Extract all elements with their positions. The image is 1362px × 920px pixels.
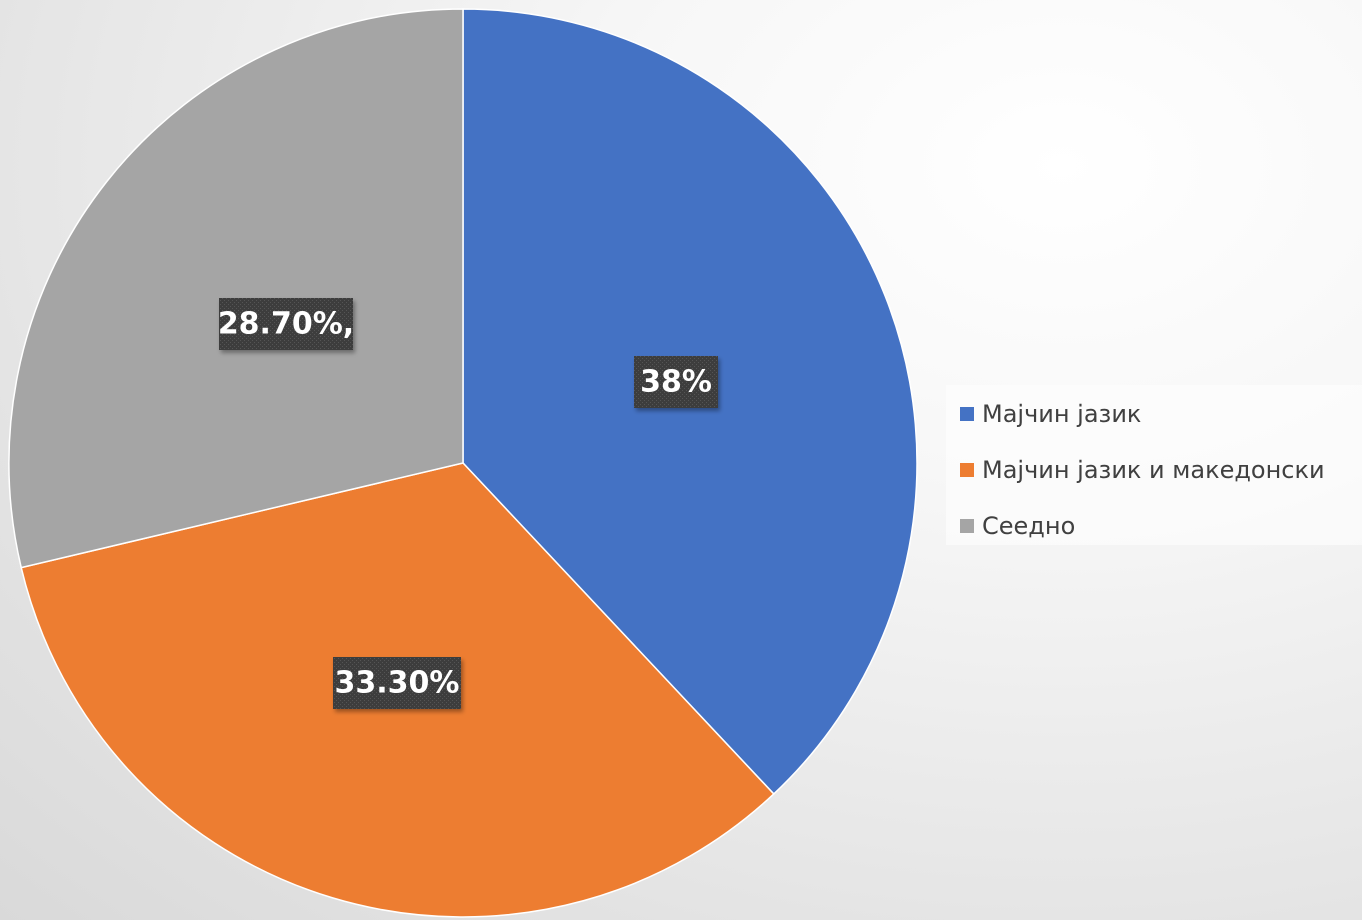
data-label: 38% bbox=[634, 356, 718, 408]
data-labels: 38% 33.30% 28.70%, bbox=[218, 298, 718, 709]
legend-swatch bbox=[960, 406, 974, 421]
data-label: 33.30% bbox=[333, 657, 461, 709]
data-label-text: 38% bbox=[640, 365, 712, 400]
data-label-box bbox=[634, 356, 718, 408]
data-label-box bbox=[219, 298, 353, 350]
pie-slices bbox=[8, 8, 918, 918]
data-label-box bbox=[333, 657, 461, 709]
legend-item: Мајчин јазик и македонски bbox=[960, 450, 1362, 489]
legend-label: Сеедно bbox=[982, 511, 1076, 540]
data-label-text: 33.30% bbox=[335, 666, 460, 701]
pie-slice bbox=[8, 8, 464, 569]
legend-label: Мајчин јазик bbox=[982, 399, 1142, 428]
data-label: 28.70%, bbox=[218, 298, 354, 350]
data-label-text: 28.70%, bbox=[218, 307, 354, 342]
legend-item: Мајчин јазик bbox=[960, 394, 1362, 433]
legend-label: Мајчин јазик и македонски bbox=[982, 455, 1325, 484]
chart-legend: Мајчин јазик Мајчин јазик и македонски Сее… bbox=[946, 385, 1362, 545]
legend-swatch bbox=[960, 518, 974, 533]
legend-swatch bbox=[960, 462, 974, 477]
legend-item: Сеедно bbox=[960, 506, 1362, 545]
